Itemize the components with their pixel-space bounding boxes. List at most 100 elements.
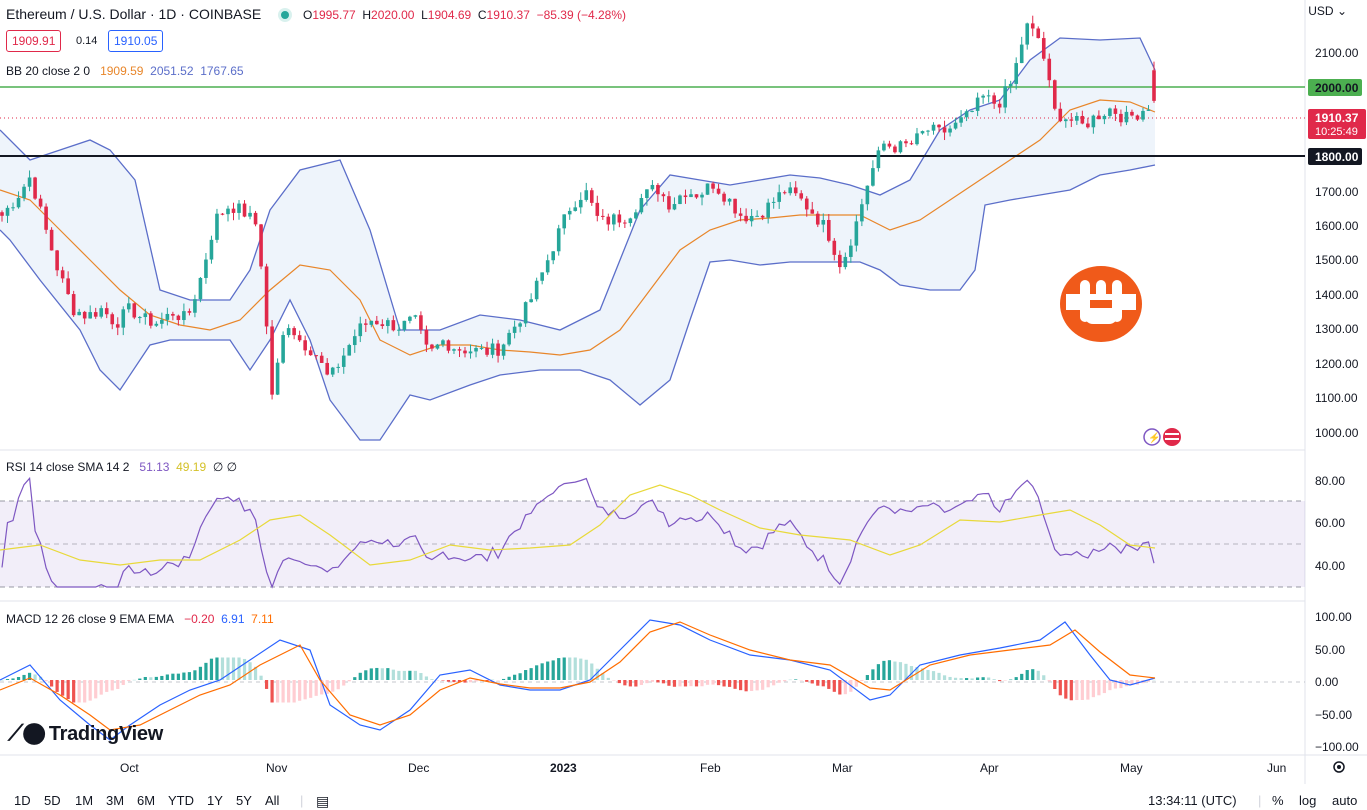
log-scale-toggle[interactable]: log <box>1299 793 1317 808</box>
macd-histogram-bar <box>711 680 715 685</box>
candle <box>815 213 820 225</box>
candle <box>22 186 26 198</box>
macd-histogram-bar <box>380 668 384 680</box>
macd-histogram-bar <box>83 680 87 703</box>
utc-clock[interactable]: 13:34:11 (UTC) <box>1148 793 1237 808</box>
calendar-range-icon[interactable]: ▤ <box>316 793 330 809</box>
candle <box>341 355 346 367</box>
macd-histogram-bar <box>634 680 638 687</box>
candle <box>992 95 996 104</box>
macd-histogram-bar <box>507 676 511 680</box>
tradingview-logo[interactable]: ⟋⬤ TradingView <box>8 720 163 745</box>
macd-histogram-bar <box>1047 680 1051 682</box>
macd-histogram-bar <box>942 675 947 680</box>
macd-histogram-bar <box>309 680 313 698</box>
candle <box>77 311 81 316</box>
candle <box>507 332 511 345</box>
candle <box>1141 110 1145 120</box>
macd-histogram-bar <box>761 680 765 690</box>
price-change: −85.39 (−4.28%) <box>536 8 626 22</box>
buy-price-button[interactable]: 1910.05 <box>108 30 164 52</box>
symbol-title[interactable]: Ethereum / U.S. Dollar · 1D · COINBASE <box>6 6 262 22</box>
range-6m-button[interactable]: 6M <box>137 793 156 808</box>
candle <box>154 323 159 326</box>
range-1d-button[interactable]: 1D <box>14 793 31 808</box>
sell-price-button[interactable]: 1909.91 <box>6 30 62 52</box>
candle <box>683 195 688 198</box>
macd-histogram-bar <box>27 672 32 680</box>
macd-histogram-bar <box>568 657 572 680</box>
candle <box>650 184 655 190</box>
auto-scale-toggle[interactable]: auto <box>1332 793 1358 808</box>
candle <box>336 366 341 368</box>
macd-legend[interactable]: MACD 12 26 close 9 EMA EMA −0.20 6.91 7.… <box>6 612 274 626</box>
macd-histogram-bar <box>562 657 566 680</box>
macd-histogram-bar <box>435 680 440 681</box>
macd-histogram-bar <box>424 676 429 680</box>
macd-histogram-bar <box>143 676 147 680</box>
candle <box>953 122 958 129</box>
range-3m-button[interactable]: 3M <box>106 793 125 808</box>
macd-histogram-bar <box>16 677 21 680</box>
candle <box>275 362 280 395</box>
time-axis-label: Oct <box>120 761 139 775</box>
candle <box>419 315 423 330</box>
bar-countdown: 10:25:49 <box>1315 126 1358 138</box>
macd-histogram-bar <box>220 657 225 680</box>
macd-histogram-bar <box>524 670 528 680</box>
macd-histogram-bar <box>788 679 792 681</box>
macd-histogram-bar <box>744 680 748 692</box>
candle <box>612 214 616 225</box>
macd-histogram-bar <box>446 680 451 682</box>
candle <box>441 340 445 345</box>
macd-histogram-bar <box>121 680 125 685</box>
candle <box>193 299 197 313</box>
percent-scale-toggle[interactable]: % <box>1272 793 1284 808</box>
candle <box>496 343 500 356</box>
macd-histogram-bar <box>149 677 153 680</box>
range-5d-button[interactable]: 5D <box>44 793 61 808</box>
macd-histogram-bar <box>898 662 903 680</box>
bb-legend[interactable]: BB 20 close 2 0 1909.59 2051.52 1767.65 <box>6 64 244 78</box>
candle <box>1135 115 1140 120</box>
range-5y-button[interactable]: 5Y <box>236 793 252 808</box>
range-1m-button[interactable]: 1M <box>75 793 94 808</box>
macd-histogram-bar <box>667 680 671 686</box>
range-ytd-button[interactable]: YTD <box>168 793 194 808</box>
candle <box>215 213 219 240</box>
macd-histogram-bar <box>976 677 980 680</box>
price-axis-label: 1000.00 <box>1315 426 1359 440</box>
candle <box>1091 115 1096 128</box>
macd-histogram-bar <box>22 674 26 680</box>
macd-histogram-bar <box>226 657 230 680</box>
event-icons[interactable]: ⚡ <box>1143 428 1181 446</box>
candle <box>860 204 864 222</box>
macd-histogram-bar <box>904 663 908 680</box>
macd-histogram-bar <box>353 677 357 680</box>
macd-histogram-bar <box>981 677 985 680</box>
macd-histogram-bar <box>1058 680 1062 696</box>
spread-value: 0.14 <box>76 35 98 47</box>
candle <box>391 320 396 331</box>
candle <box>49 229 54 251</box>
candle <box>430 344 434 349</box>
gear-icon[interactable] <box>1333 761 1345 773</box>
candle <box>1146 109 1151 111</box>
rsi-legend[interactable]: RSI 14 close SMA 14 2 51.13 49.19 ∅ ∅ <box>6 460 238 474</box>
chart-canvas[interactable]: 2100.00 1700.00 1600.00 1500.00 1400.00 … <box>0 0 1367 784</box>
candle <box>297 335 302 341</box>
macd-histogram-bar <box>198 666 203 680</box>
candle <box>1041 38 1046 59</box>
candle <box>810 209 815 214</box>
ohlc-values: O1995.77 H2020.00 L1904.69 C1910.37 −85.… <box>302 8 626 22</box>
currency-selector[interactable]: USD ⌄ <box>1308 4 1347 18</box>
candle <box>435 344 440 349</box>
candle <box>589 190 594 203</box>
candle <box>948 128 952 133</box>
macd-histogram-bar <box>275 680 280 703</box>
candle <box>226 208 230 215</box>
range-1y-button[interactable]: 1Y <box>207 793 223 808</box>
macd-histogram-bar <box>452 680 456 683</box>
range-all-button[interactable]: All <box>265 793 280 808</box>
candle <box>793 187 798 194</box>
